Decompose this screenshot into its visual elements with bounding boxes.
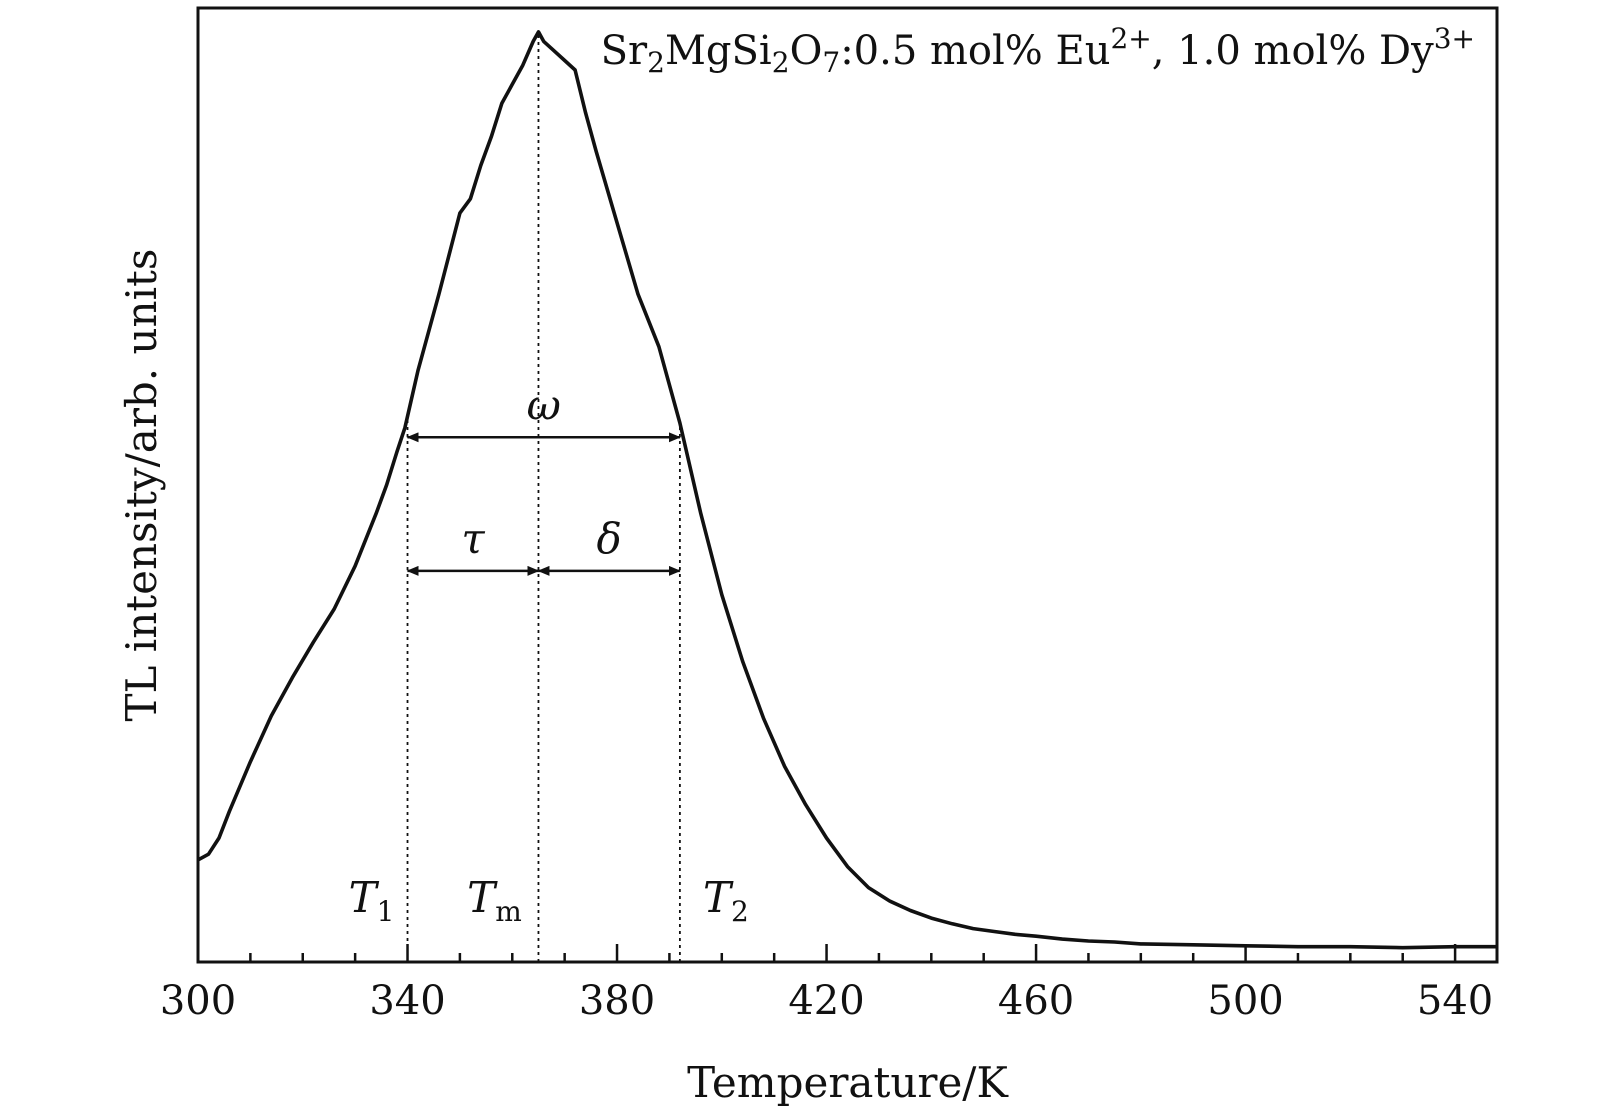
x-tick-label: 420 (788, 978, 864, 1024)
chart-title-part: O (790, 28, 823, 74)
delta-label: δ (597, 514, 622, 563)
chart-title-part: 3+ (1434, 22, 1475, 55)
chart-title-part: , 1.0 mol% Dy (1152, 28, 1434, 74)
marker-subscript: m (495, 895, 522, 928)
chart-title-part: :0.5 mol% Eu (840, 28, 1110, 74)
chart-title-part: MgSi (665, 28, 772, 74)
chart-title-part: 2+ (1110, 22, 1151, 55)
tl-curve (197, 30, 1497, 950)
chart-title-part: 7 (822, 46, 840, 79)
marker-symbol: T (467, 873, 498, 922)
marker-symbol: T (703, 873, 734, 922)
x-tick-label: 460 (998, 978, 1074, 1024)
marker-subscript: 1 (377, 895, 395, 928)
marker-label-T2: T2 (703, 873, 749, 928)
plot-area: 300 340 380 420 460 500 540 Temperature/K TL int… (117, 6, 1499, 1107)
tau-label: τ (461, 514, 485, 563)
chart-title: Sr2MgSi2O7:0.5 mol% Eu2+, 1.0 mol% Dy3+ (601, 22, 1475, 79)
x-tick-label: 300 (160, 978, 236, 1024)
x-tick-label: 340 (369, 978, 445, 1024)
chart-title-part: 2 (647, 46, 665, 79)
chart-title-part: 2 (772, 46, 790, 79)
marker-symbol: T (349, 873, 380, 922)
omega-label: ω (527, 380, 561, 429)
x-tick-label: 540 (1417, 978, 1493, 1024)
y-axis-label: TL intensity/arb. units (117, 249, 166, 722)
marker-subscript: 2 (731, 895, 749, 928)
marker-label-T1: T1 (349, 873, 395, 928)
plot-frame (196, 6, 1499, 964)
chart-title-part: Sr (601, 28, 648, 74)
x-tick-label: 500 (1207, 978, 1283, 1024)
marker-label-Tm: Tm (467, 873, 522, 928)
x-tick-label: 380 (579, 978, 655, 1024)
x-axis-label: Temperature/K (687, 1058, 1009, 1107)
